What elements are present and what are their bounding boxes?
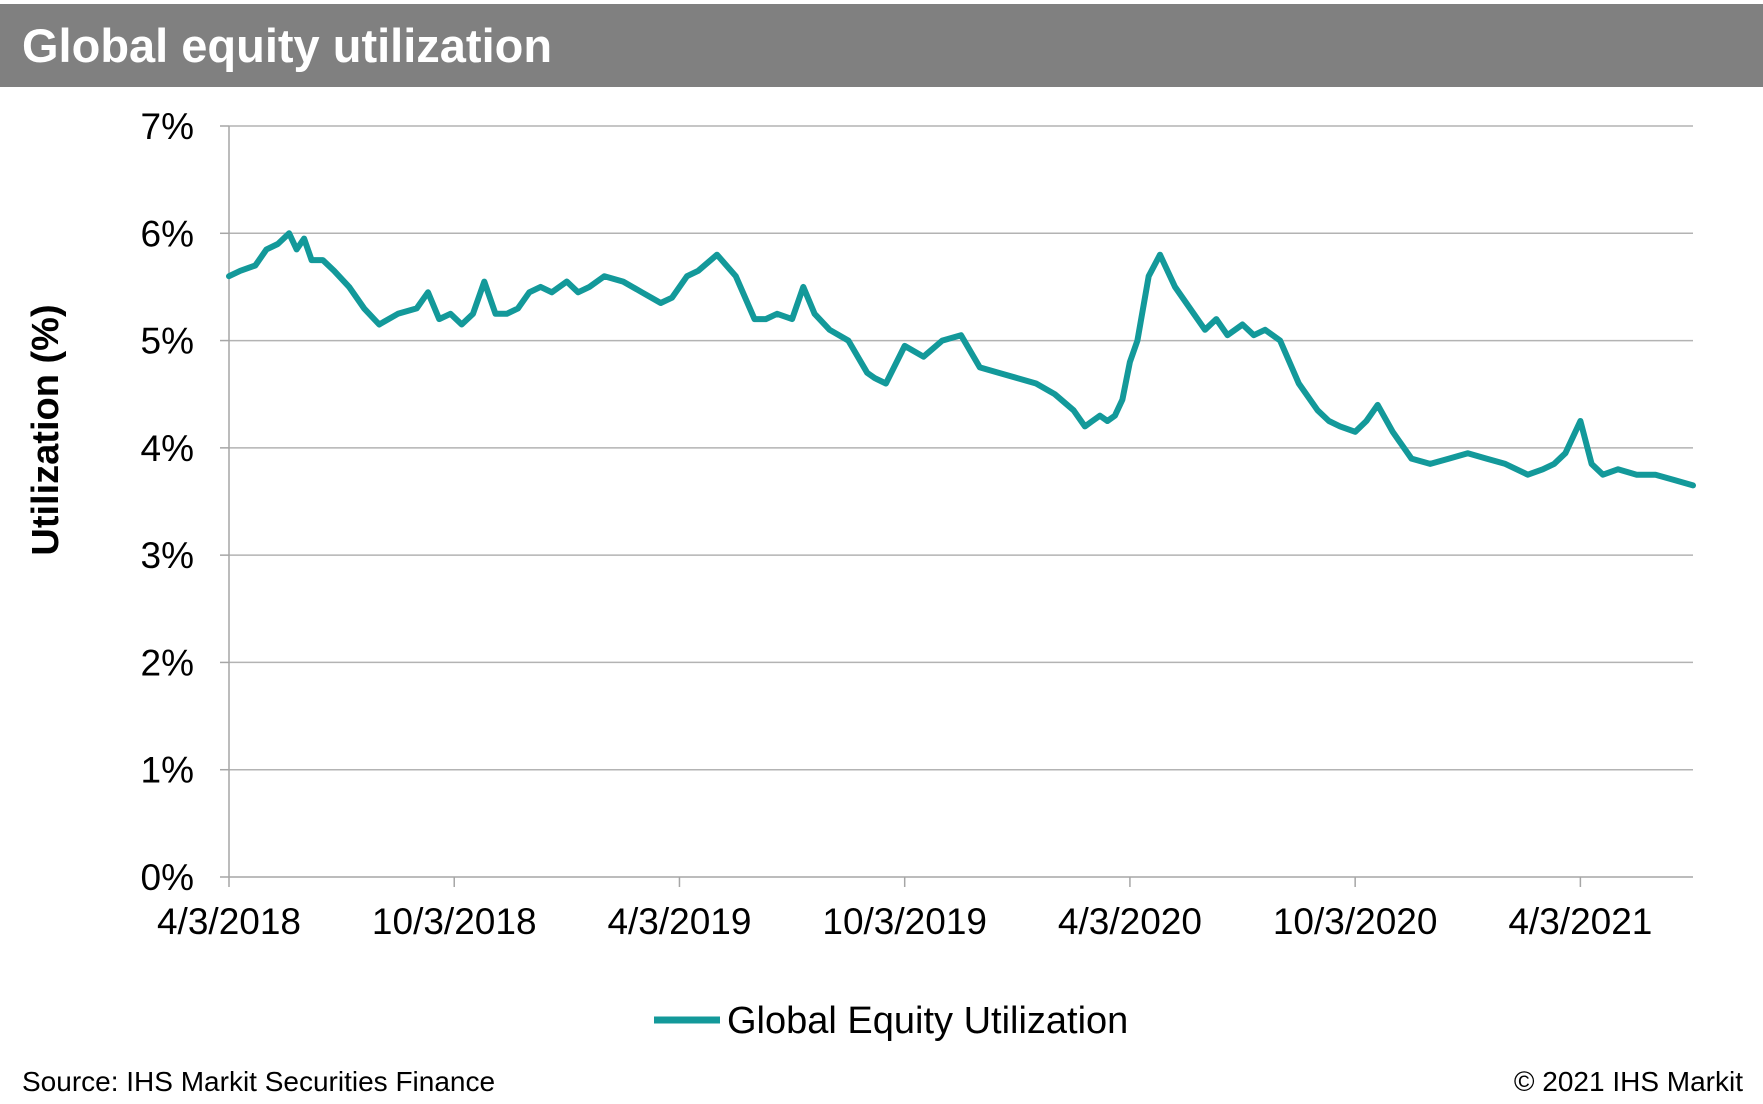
y-tick-label: 6% <box>141 213 194 254</box>
y-tick-label: 2% <box>141 642 194 683</box>
x-tick-label: 4/3/2019 <box>607 901 751 942</box>
x-tick-label: 10/3/2019 <box>822 901 987 942</box>
axes <box>228 126 1693 878</box>
legend: Global Equity Utilization <box>654 1000 1128 1042</box>
y-tick-label: 0% <box>141 857 194 898</box>
footer-copyright: © 2021 IHS Markit <box>1513 1066 1743 1097</box>
chart-header-bar: Global equity utilization <box>0 4 1763 87</box>
x-tick-label: 4/3/2020 <box>1058 901 1202 942</box>
x-tick-label: 4/3/2018 <box>157 901 301 942</box>
y-tick-labels: 0% 1% 2% 3% 4% 5% 6% 7% <box>141 106 229 898</box>
y-tick-label: 4% <box>141 428 194 469</box>
x-tick-label: 10/3/2018 <box>372 901 537 942</box>
y-axis-label: Utilization (%) <box>25 304 67 555</box>
x-tick-label: 10/3/2020 <box>1273 901 1438 942</box>
y-tick-label: 1% <box>141 750 194 791</box>
gridlines <box>229 125 1693 771</box>
y-tick-label: 3% <box>141 535 194 576</box>
chart-title: Global equity utilization <box>22 19 553 72</box>
y-tick-label: 5% <box>141 321 194 362</box>
legend-label: Global Equity Utilization <box>727 1000 1128 1042</box>
footer-source: Source: IHS Markit Securities Finance <box>22 1066 496 1097</box>
x-tick-label: 4/3/2021 <box>1508 901 1652 942</box>
series-line-global-equity-utilization <box>226 230 1696 489</box>
y-tick-label: 7% <box>141 106 194 147</box>
x-tick-labels: 4/3/2018 10/3/2018 4/3/2019 10/3/2019 4/3/20… <box>157 877 1652 942</box>
